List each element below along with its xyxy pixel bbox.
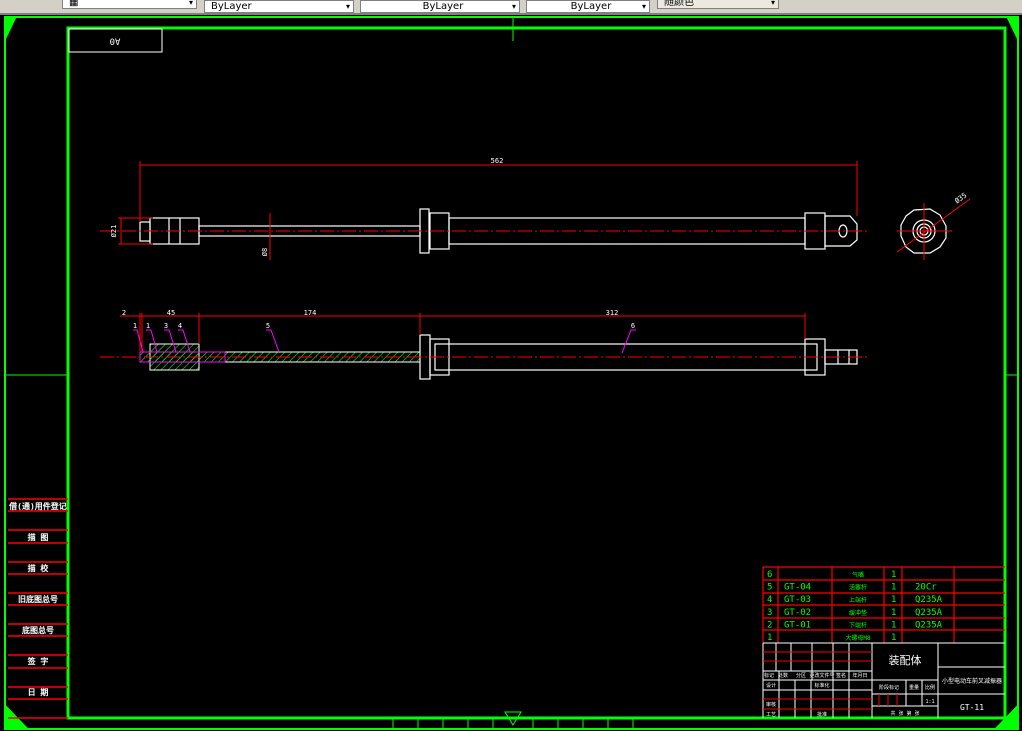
side-label: 旧底图总号 [18, 594, 58, 604]
sheet-count: 共 张 第 张 [890, 710, 919, 717]
parts-cell-qty: 1 [891, 633, 896, 643]
side-label: 描 图 [28, 532, 49, 542]
chevron-down-icon: ▾ [345, 2, 350, 11]
parts-cell-name: 缓冲垫 [849, 609, 867, 617]
balloon: 1 [133, 322, 137, 330]
header-label: 更改文件号 [809, 672, 834, 679]
parts-cell-no: 5 [767, 583, 772, 593]
parts-cell-material: Q235A [915, 595, 943, 605]
parts-cell-qty: 1 [891, 608, 896, 618]
parts-cell-material: 20Cr [915, 583, 937, 593]
parts-cell-no: 1 [767, 633, 772, 643]
parts-cell-qty: 1 [891, 570, 896, 580]
chevron-down-icon: ▾ [770, 0, 775, 7]
side-label: 签 字 [27, 656, 49, 666]
header-label: 年月日 [852, 672, 867, 679]
front-view: 562 Ø21 Ø8 Ø35 [100, 157, 971, 260]
dimension-45: 45 [167, 309, 175, 317]
drawing-frame [4, 16, 1019, 730]
header-label: 处数 [778, 672, 788, 679]
layer-icon: ▦ [69, 0, 79, 8]
properties-toolbar: ▦ ▾ ByLayer ▾ ByLayer ▾ ByLayer ▾ 随颜色 ▾ [0, 0, 1022, 15]
side-panel: 借(通)用件登记 描 图 描 校 旧底图总号 底图总号 签 字 日 期 [8, 498, 68, 719]
header-label: 分区 [796, 672, 806, 679]
dimension-174: 174 [304, 309, 317, 317]
chevron-down-icon: ▾ [511, 2, 516, 11]
plotstyle-dropdown[interactable]: 随颜色 ▾ [657, 0, 779, 9]
dimension-562: 562 [491, 157, 504, 165]
drawing-name: 装配体 [889, 653, 922, 667]
parts-cell-no: 2 [767, 620, 772, 630]
stage-label: 阶段标记 [879, 684, 899, 691]
parts-cell-code: GT-02 [784, 608, 811, 618]
side-label: 日 期 [28, 687, 49, 697]
parts-cell-code: GT-03 [784, 595, 811, 605]
parts-cell-name: 大螺母M8 [845, 634, 871, 642]
header-label: 标记 [764, 672, 774, 679]
linetype-dropdown[interactable]: ByLayer ▾ [360, 0, 520, 13]
lineweight-dropdown[interactable]: ByLayer ▾ [526, 0, 650, 13]
parts-cell-name: 气嘴 [852, 571, 864, 579]
dimension-2: 2 [122, 309, 126, 317]
row-label: 标准化 [814, 682, 829, 689]
balloon: 4 [178, 322, 182, 330]
parts-cell-no: 6 [767, 570, 772, 580]
parts-cell-name: 活塞杆 [849, 584, 867, 592]
stage-label: 比例 [925, 684, 935, 691]
side-label: 借(通)用件登记 [8, 501, 67, 511]
section-view: 2 45 174 312 1 1 3 4 5 6 [100, 309, 870, 380]
chevron-down-icon: ▾ [188, 0, 193, 7]
parts-cell-qty: 1 [891, 620, 896, 630]
parts-list: 6 气嘴 1 5 GT-04 活塞杆 1 20Cr 4 GT-03 上端杆 1 Q235A 3 GT-02 缓… [762, 566, 1005, 643]
parts-cell-name: 下端杆 [849, 621, 867, 629]
balloon: 3 [164, 322, 168, 330]
row-label: 批准 [817, 711, 827, 718]
color-dropdown[interactable]: ByLayer ▾ [204, 0, 354, 13]
side-label: 描 校 [28, 563, 50, 573]
scale-value: 1:1 [925, 699, 934, 705]
drawing-number: GT-11 [960, 703, 984, 712]
product-name: 小型电动车前叉减振器 [942, 677, 1002, 685]
parts-cell-name: 上端杆 [849, 596, 867, 604]
header-label: 签名 [836, 672, 846, 679]
parts-cell-qty: 1 [891, 595, 896, 605]
chevron-down-icon: ▾ [641, 2, 646, 11]
parts-cell-code: GT-04 [784, 583, 811, 593]
parts-cell-material: Q235A [915, 620, 943, 630]
dimension-d21: Ø21 [110, 225, 118, 238]
parts-cell-qty: 1 [891, 583, 896, 593]
dimension-d35: Ø35 [953, 191, 968, 205]
parts-cell-material: Q235A [915, 608, 943, 618]
layer-dropdown[interactable]: ▦ ▾ [62, 0, 197, 9]
row-label: 工艺 [766, 712, 776, 718]
balloon: 1 [146, 322, 150, 330]
parts-cell-no: 4 [767, 595, 772, 605]
balloon: 5 [266, 322, 270, 330]
balloon: 6 [631, 322, 635, 330]
dimension-d8: Ø8 [261, 248, 269, 256]
parts-cell-no: 3 [767, 608, 772, 618]
parts-cell-code: GT-01 [784, 620, 811, 630]
row-label: 设计 [766, 682, 776, 689]
title-block: 标记 处数 分区 更改文件号 签名 年月日 设计 审核 工艺 标准化 批准 阶段… [762, 642, 1005, 718]
stage-label: 重量 [909, 684, 919, 691]
dimension-312: 312 [606, 309, 619, 317]
side-label: 底图总号 [21, 625, 54, 635]
sheet-size-label: A0 [110, 36, 121, 46]
sheet-size-box: A0 [68, 28, 163, 53]
row-label: 审核 [766, 701, 776, 708]
